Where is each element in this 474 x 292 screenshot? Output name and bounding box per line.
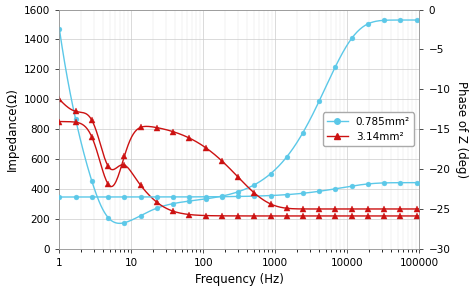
Y-axis label: Phase of Z (deg): Phase of Z (deg): [456, 81, 468, 178]
Y-axis label: Impedance(Ω): Impedance(Ω): [6, 87, 18, 171]
Legend: 0.785mm², 3.14mm²: 0.785mm², 3.14mm²: [322, 112, 414, 146]
X-axis label: Frequency (Hz): Frequency (Hz): [195, 273, 284, 286]
